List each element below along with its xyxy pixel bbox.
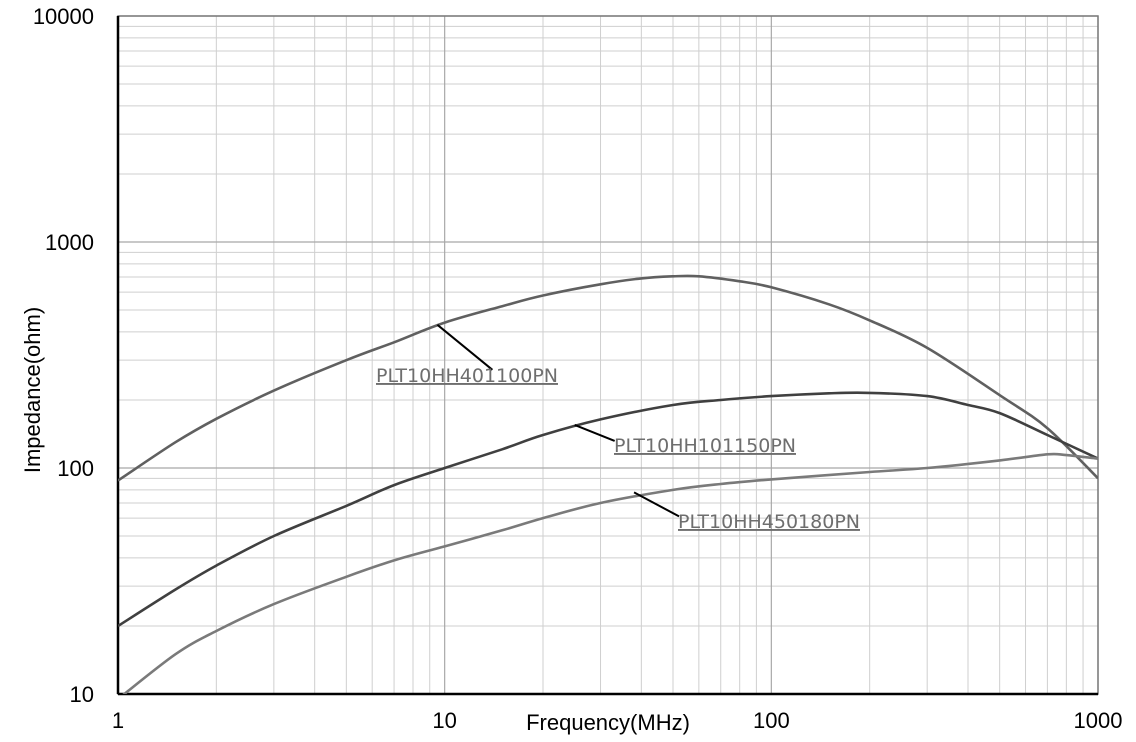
leader-line-PLT10HH450180PN — [633, 491, 680, 518]
leader-line-PLT10HH401100PN — [436, 324, 494, 371]
x-tick-label: 1000 — [1074, 708, 1123, 733]
x-tick-label: 10 — [432, 708, 456, 733]
series-label-PLT10HH450180PN: PLT10HH450180PN — [678, 511, 860, 533]
x-tick-label: 100 — [753, 708, 790, 733]
minor-gridlines — [118, 16, 1098, 694]
y-tick-label: 10 — [70, 682, 94, 707]
axes — [116, 15, 1099, 696]
y-tick-label: 100 — [57, 456, 94, 481]
series-lines — [118, 274, 1098, 694]
x-axis-title: Frequency(MHz) — [526, 710, 690, 735]
series-line-PLT10HH401100PN — [118, 274, 1098, 482]
series-labels: PLT10HH401100PN PLT10HH101150PN PLT10HH450… — [376, 365, 860, 533]
y-tick-label: 1000 — [45, 230, 94, 255]
annotation-leaders — [436, 324, 680, 518]
series-line-PLT10HH450180PN — [122, 452, 1098, 694]
y-tick-label: 10000 — [33, 4, 94, 29]
tick-labels: 1 10 100 1000 10 100 1000 10000 — [33, 4, 1123, 733]
x-tick-label: 1 — [112, 708, 124, 733]
series-line-PLT10HH101150PN — [118, 391, 1098, 628]
leader-line-PLT10HH101150PN — [574, 424, 616, 442]
series-label-PLT10HH401100PN: PLT10HH401100PN — [376, 365, 558, 387]
y-axis-title: Impedance(ohm) — [20, 307, 45, 473]
series-label-PLT10HH101150PN: PLT10HH101150PN — [614, 435, 796, 457]
